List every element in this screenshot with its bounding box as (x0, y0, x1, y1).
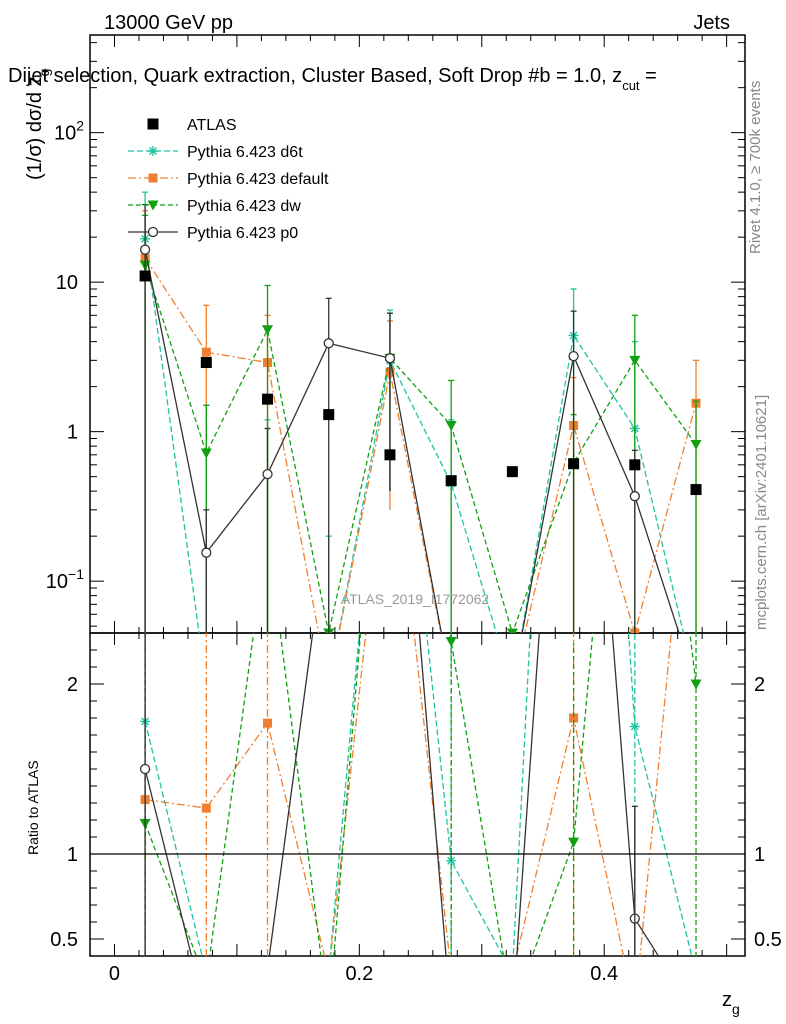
axis-ticks: 0 0.2 0.4 10−1 1 10 102 0.5 0.5 1 1 2 2 (46, 35, 782, 985)
atlas-point (200, 357, 212, 369)
series-dw-point (629, 355, 641, 366)
atlas-point (139, 270, 151, 282)
rivet-label: Rivet 4.1.0, ≥ 700k events (747, 81, 764, 254)
series-dw-ratio-line (144, 633, 697, 956)
series-p0-point (629, 491, 640, 502)
atlas-point (568, 458, 580, 470)
y-tick-label: 1 (67, 422, 78, 444)
series-dw-ratio-point (568, 837, 580, 848)
data-layer (139, 270, 702, 496)
series-default-line (144, 257, 697, 633)
y-tick-label: 10−1 (46, 566, 84, 593)
series-dw-ratio-point (690, 679, 702, 690)
series-dw-point (262, 325, 274, 336)
series-dw-line (144, 264, 697, 633)
series-dw-point (445, 420, 457, 431)
series-d6t-point (324, 681, 334, 691)
ratio-tick-label-right: 2 (754, 674, 765, 696)
series-d6t-ratio-point (629, 721, 640, 732)
series-p0-point (139, 244, 151, 255)
ratio-tick-label-right: 1 (754, 844, 765, 866)
ratio-series-group (139, 633, 702, 956)
ratio-axis-label: Ratio to ATLAS (25, 760, 41, 855)
ratio-tick-label: 1 (67, 844, 78, 866)
x-axis-label: zg (722, 989, 740, 1017)
series-p0-point (384, 353, 396, 364)
mcplots-label: mcplots.cern.ch [arXiv:2401.10621] (753, 395, 770, 630)
series-default-ratio-line (145, 633, 672, 956)
energy-label: 13000 GeV pp (104, 12, 233, 34)
series-p0-ratio-point (139, 763, 151, 775)
atlas-point (690, 484, 702, 496)
legend-marker (147, 200, 159, 211)
atlas-point (629, 459, 641, 471)
series-p0-point (568, 350, 579, 362)
series-p0-point (262, 468, 273, 480)
legend-entry: Pythia 6.423 d6t (128, 144, 303, 161)
series-p0-point (508, 681, 517, 690)
legend-label: Pythia 6.423 dw (187, 198, 301, 215)
y-axis-label: (1/σ) dσ/d zg (24, 69, 52, 180)
atlas-group (139, 270, 702, 496)
series-p0-point (201, 547, 212, 558)
legend-label: Pythia 6.423 default (187, 171, 329, 188)
series-default-point (324, 681, 333, 690)
ratio-layer (139, 633, 702, 956)
legend-entry: Pythia 6.423 p0 (128, 225, 298, 242)
series-d6t-point (507, 681, 517, 691)
legend-marker (147, 226, 159, 238)
series-dw-point (690, 440, 702, 451)
legend-marker (148, 173, 158, 183)
series-p0-ratio-line (144, 633, 660, 956)
ratio-plot-frame (89, 632, 746, 957)
series-p0-line (144, 249, 680, 633)
ratio-tick-label-right: 0.5 (754, 929, 782, 951)
legend-entry: Pythia 6.423 dw (128, 198, 301, 215)
legend: ATLAS Pythia 6.423 d6t Pythia 6.423 defaul… (128, 117, 329, 242)
series-default-ratio-point (263, 718, 273, 728)
x-tick-label: 0.2 (345, 963, 373, 985)
ratio-tick-label: 2 (67, 674, 78, 696)
legend-entry: Pythia 6.423 default (128, 171, 329, 188)
series-d6t-line (144, 238, 685, 633)
series-dw-point (200, 448, 212, 459)
x-tick-label: 0.4 (590, 963, 618, 985)
atlas-point (384, 449, 396, 461)
legend-marker (148, 146, 158, 156)
series-default-point (201, 347, 211, 357)
atlas-point (323, 409, 335, 421)
y-tick-label: 102 (54, 118, 84, 145)
analysis-label: ATLAS_2019_I1772062 (341, 591, 490, 607)
x-tick-label: 0 (109, 963, 120, 985)
series-default-ratio-point (201, 803, 211, 813)
y-tick-label: 10 (56, 272, 78, 294)
series-default-point (508, 681, 517, 690)
atlas-point (506, 466, 518, 478)
atlas-point (445, 475, 457, 487)
legend-marker (147, 118, 159, 130)
legend-entry: ATLAS (147, 117, 237, 134)
series-dw-ratio-point (445, 637, 457, 647)
legend-label: ATLAS (187, 117, 237, 134)
atlas-point (262, 393, 274, 405)
legend-label: Pythia 6.423 p0 (187, 225, 298, 242)
ratio-tick-label: 0.5 (50, 929, 78, 951)
plot-title: Dijet selection, Quark extraction, Clust… (8, 65, 657, 93)
legend-label: Pythia 6.423 d6t (187, 144, 303, 161)
series-default-ratio-point (569, 713, 579, 723)
series-dw-point (506, 628, 518, 633)
series-p0-point (323, 338, 334, 349)
category-label: Jets (693, 12, 730, 34)
